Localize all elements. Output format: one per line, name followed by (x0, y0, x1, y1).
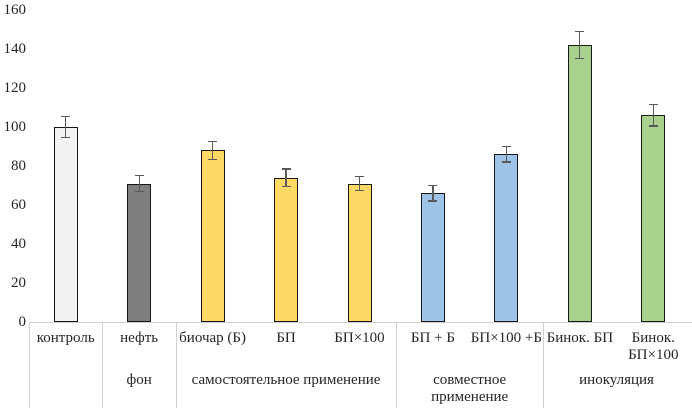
bar (567, 45, 592, 322)
error-bar-cap (208, 140, 218, 143)
y-axis-tick-label: 120 (3, 80, 27, 96)
bar (53, 127, 78, 322)
bar (420, 193, 445, 322)
y-axis-tick-label: 100 (3, 119, 27, 135)
y-axis-tick-label: 40 (11, 236, 26, 252)
x-group-label: совместное применение (431, 372, 509, 405)
error-bar (65, 116, 67, 138)
error-bar-cap (648, 125, 658, 127)
error-bar-cap (355, 176, 364, 178)
x-category-label: БП×100 (334, 330, 385, 346)
error-bar-cap (501, 145, 511, 148)
x-group-label (29, 361, 102, 408)
y-axis-tick-label: 60 (11, 197, 26, 213)
bar (127, 183, 152, 322)
error-bar (211, 141, 214, 160)
error-bar-cap (281, 168, 291, 170)
x-category-label: Бинок. БП×100 (628, 330, 679, 363)
error-bar-cap (61, 115, 71, 117)
y-axis-tick-label: 160 (3, 2, 27, 18)
bar (641, 115, 666, 322)
error-bar-cap (61, 137, 71, 139)
error-bar-cap (428, 184, 438, 187)
x-category-label: БП×100 +Б (470, 330, 542, 346)
x-category-label: Бинок. БП (546, 330, 614, 346)
x-category-label: нефть (120, 330, 159, 346)
error-bar-cap (648, 103, 658, 106)
axis-group-divider (102, 322, 104, 408)
x-group-label: самостоятельное применение (191, 372, 381, 388)
error-bar-cap (281, 185, 291, 188)
error-bar-cap (575, 58, 585, 60)
error-bar-cap (134, 190, 144, 192)
error-bar (432, 185, 434, 202)
y-axis-tick-label: 0 (18, 314, 27, 330)
x-category-label: БП + Б (410, 330, 455, 346)
bar (274, 177, 299, 322)
x-group-label: фон (126, 372, 152, 388)
axis-group-divider (543, 322, 545, 408)
error-bar (652, 104, 654, 126)
bar (200, 150, 225, 322)
y-axis-tick-label: 140 (3, 41, 27, 57)
x-category-label: контроль (36, 330, 95, 346)
error-bar-cap (355, 189, 364, 192)
x-group-label: инокуляция (579, 372, 654, 388)
error-bar (505, 146, 508, 163)
error-bar-cap (134, 175, 144, 177)
axis-group-divider (29, 322, 30, 408)
error-bar-cap (208, 158, 218, 160)
error-bar (138, 175, 140, 192)
error-bar-cap (575, 30, 585, 33)
y-axis-tick-label: 20 (11, 275, 26, 291)
x-axis-baseline (29, 322, 692, 323)
error-bar (285, 168, 287, 187)
error-bar-cap (428, 200, 438, 202)
x-category-label: биочар (Б) (179, 330, 246, 346)
x-category-label: БП (276, 330, 296, 346)
axis-group-divider (175, 322, 177, 408)
error-bar-cap (501, 161, 511, 163)
bar (494, 154, 519, 322)
error-bar (358, 176, 361, 191)
y-axis-tick-label: 80 (11, 158, 26, 174)
axis-group-divider (396, 322, 398, 408)
bar (347, 183, 372, 322)
error-bar (579, 31, 581, 59)
